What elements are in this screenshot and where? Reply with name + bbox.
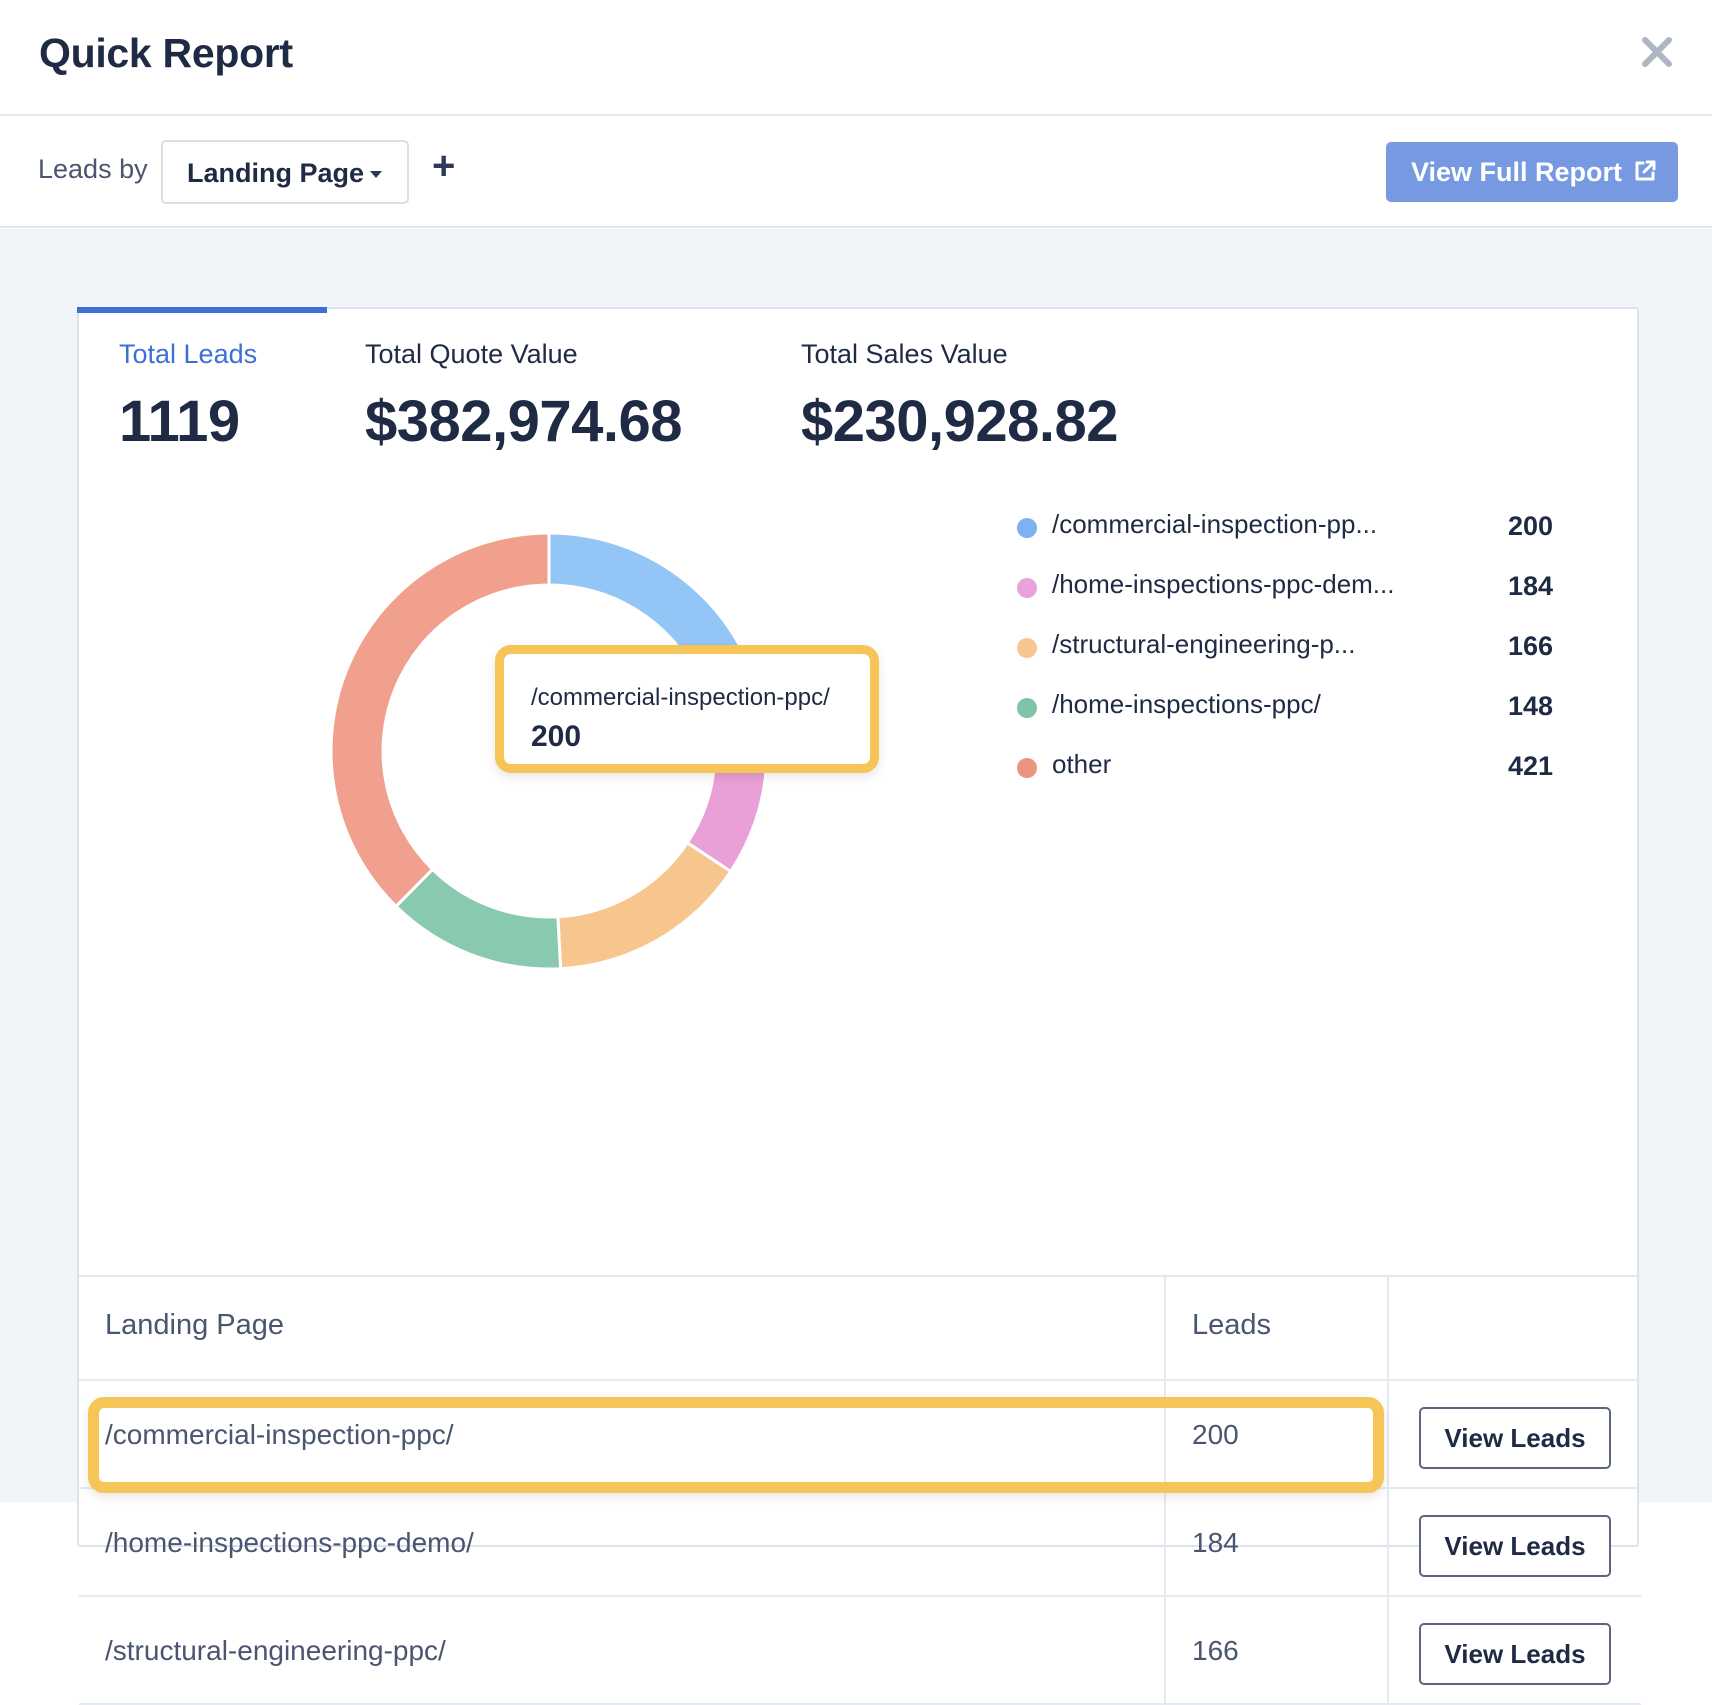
metric-total-leads[interactable]: Total Leads 1119: [119, 339, 257, 455]
leads-count: 166: [1192, 1635, 1239, 1666]
leads-count: 184: [1192, 1527, 1239, 1558]
metric-label: Total Quote Value: [365, 339, 578, 369]
legend-dot: [1017, 698, 1037, 718]
legend-label: /home-inspections-ppc/: [1052, 689, 1321, 719]
landing-page-value: /structural-engineering-ppc/: [105, 1635, 446, 1666]
metric-label: Total Sales Value: [801, 339, 1008, 369]
modal-title: Quick Report: [39, 30, 293, 76]
legend-dot: [1017, 758, 1037, 778]
leads-count: 200: [1192, 1419, 1239, 1450]
table-cell: View Leads: [1389, 1597, 1641, 1703]
legend-value: 184: [1507, 571, 1553, 601]
view-leads-button[interactable]: View Leads: [1419, 1623, 1611, 1685]
legend-item[interactable]: other 421: [1017, 749, 1617, 809]
table-cell: 184: [1166, 1489, 1389, 1595]
view-full-report-button[interactable]: View Full Report: [1386, 142, 1678, 202]
header-cell: Leads: [1166, 1277, 1389, 1379]
leads-by-label: Leads by: [38, 154, 148, 184]
metric-value: $382,974.68: [365, 389, 683, 454]
group-by-selected: Landing Page: [187, 158, 365, 188]
legend-label: /structural-engineering-p...: [1052, 629, 1356, 659]
chart-tooltip: /commercial-inspection-ppc/ 200: [495, 645, 879, 773]
table-row: /structural-engineering-ppc/ 166 View Le…: [79, 1597, 1641, 1705]
add-grouping-button[interactable]: +: [432, 144, 456, 188]
landing-page-value: /home-inspections-ppc-demo/: [105, 1527, 474, 1558]
legend-dot: [1017, 638, 1037, 658]
column-header-landing-page[interactable]: Landing Page: [105, 1309, 284, 1341]
legend-item[interactable]: /structural-engineering-p... 166: [1017, 629, 1617, 689]
legend-item[interactable]: /commercial-inspection-pp... 200: [1017, 509, 1617, 569]
metric-value: 1119: [119, 389, 240, 454]
legend-dot: [1017, 518, 1037, 538]
table-cell: View Leads: [1389, 1489, 1641, 1595]
donut-slice[interactable]: [329, 531, 551, 909]
metric-label: Total Leads: [119, 339, 258, 369]
view-leads-button[interactable]: View Leads: [1419, 1515, 1611, 1577]
report-body: Total Leads 1119 Total Quote Value $382,…: [0, 229, 1712, 1705]
metric-total-quote-value[interactable]: Total Quote Value $382,974.68: [365, 339, 683, 455]
close-icon: [1642, 37, 1672, 67]
header-cell: Landing Page: [79, 1277, 1166, 1379]
view-leads-label: View Leads: [1444, 1531, 1586, 1561]
report-toolbar: Leads by Landing Page + View Full Report: [0, 118, 1712, 228]
table-cell: 200: [1166, 1381, 1389, 1487]
landing-page-value: /commercial-inspection-ppc/: [105, 1419, 454, 1450]
view-leads-label: View Leads: [1444, 1639, 1586, 1669]
report-card: Total Leads 1119 Total Quote Value $382,…: [77, 307, 1641, 1705]
donut-slice[interactable]: [393, 867, 563, 971]
legend-label: other: [1052, 749, 1112, 779]
table-header-row: Landing Page Leads: [79, 1277, 1641, 1381]
table-cell: View Leads: [1389, 1381, 1641, 1487]
close-button[interactable]: [1632, 30, 1682, 76]
legend-item[interactable]: /home-inspections-ppc/ 148: [1017, 689, 1617, 749]
table-cell: /home-inspections-ppc-demo/: [79, 1489, 1166, 1595]
legend-label: /commercial-inspection-pp...: [1052, 509, 1378, 539]
leads-table: Landing Page Leads /commercial-inspectio…: [79, 1275, 1641, 1705]
legend-item[interactable]: /home-inspections-ppc-dem... 184: [1017, 569, 1617, 629]
legend-label: /home-inspections-ppc-dem...: [1052, 569, 1395, 599]
caret-down-icon: [370, 171, 382, 178]
active-tab-indicator: [77, 307, 327, 313]
view-full-report-label: View Full Report: [1411, 157, 1623, 187]
legend-value: 166: [1507, 631, 1553, 661]
table-row: /home-inspections-ppc-demo/ 184 View Lea…: [79, 1489, 1641, 1597]
legend-dot: [1017, 578, 1037, 598]
column-header-leads[interactable]: Leads: [1192, 1309, 1272, 1341]
table-cell: /structural-engineering-ppc/: [79, 1597, 1166, 1703]
chart-legend: /commercial-inspection-pp... 200 /home-i…: [1017, 509, 1617, 809]
table-row: /commercial-inspection-ppc/ 200 View Lea…: [79, 1381, 1641, 1489]
external-link-icon: [1635, 160, 1656, 181]
modal-header: Quick Report: [0, 0, 1712, 116]
tooltip-value: 200: [531, 720, 582, 753]
table-cell: 166: [1166, 1597, 1389, 1703]
metric-value: $230,928.82: [801, 389, 1119, 454]
table-cell: /commercial-inspection-ppc/: [79, 1381, 1166, 1487]
header-cell: [1389, 1277, 1641, 1379]
view-leads-button[interactable]: View Leads: [1419, 1407, 1611, 1469]
legend-value: 421: [1507, 751, 1553, 781]
donut-slice[interactable]: [556, 840, 733, 971]
legend-value: 148: [1507, 691, 1553, 721]
tooltip-label: /commercial-inspection-ppc/: [531, 684, 830, 711]
view-leads-label: View Leads: [1444, 1423, 1586, 1453]
metric-total-sales-value[interactable]: Total Sales Value $230,928.82: [801, 339, 1119, 455]
legend-value: 200: [1507, 511, 1553, 541]
group-by-dropdown[interactable]: Landing Page: [161, 140, 409, 204]
